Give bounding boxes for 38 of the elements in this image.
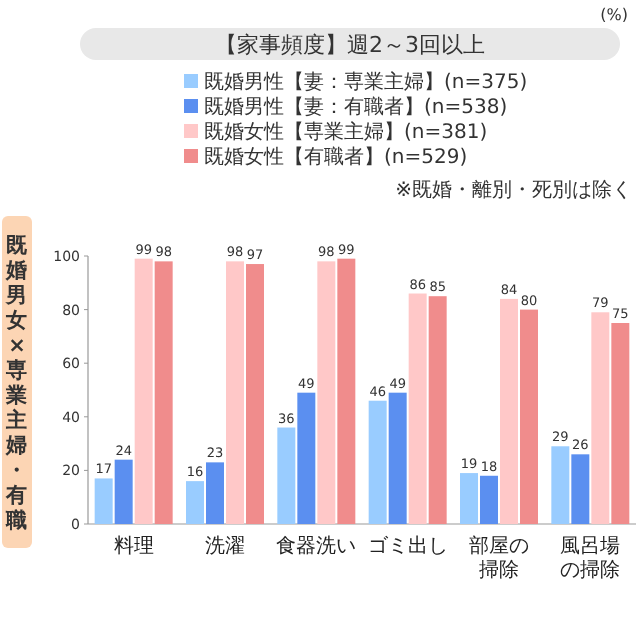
- bar: [246, 264, 264, 524]
- legend-label: 既婚男性【妻：有職者】(n=538): [204, 95, 508, 119]
- x-tick-label: 食器洗い: [276, 534, 357, 558]
- bar: [317, 261, 336, 524]
- bar: [551, 446, 570, 524]
- bar: [388, 392, 407, 524]
- bar: [571, 454, 590, 524]
- bar: [428, 296, 447, 524]
- bar: [206, 462, 224, 524]
- text: ※既婚・離別・死別は除く: [395, 178, 632, 202]
- bar: [134, 258, 153, 524]
- bar: [94, 478, 113, 524]
- bar: [154, 261, 173, 524]
- bar: [337, 258, 356, 524]
- legend-label: 既婚男性【妻：専業主婦】(n=375): [204, 70, 528, 94]
- bar: [520, 309, 538, 524]
- bar: [277, 427, 296, 524]
- legend-label: 既婚女性【有職者】(n=529): [204, 145, 468, 169]
- bar: [297, 392, 316, 524]
- x-tick-label: ゴミ出し: [367, 534, 448, 558]
- bar: [591, 312, 610, 524]
- x-tick-label: 洗濯: [205, 534, 245, 558]
- x-tick-label: 部屋の掃除: [469, 534, 529, 582]
- bar: [368, 400, 387, 524]
- bar: [480, 475, 498, 524]
- bar: [226, 261, 244, 524]
- bar: [114, 459, 133, 524]
- x-tick-label: 料理: [113, 534, 154, 558]
- chart-title: 【家事頻度】週2～3回以上: [215, 32, 485, 58]
- bar: [500, 298, 518, 524]
- legend-label: 既婚女性【専業主婦】(n=381): [204, 120, 488, 144]
- text: (%): [600, 6, 628, 24]
- bar: [408, 293, 427, 524]
- bar: [186, 481, 204, 524]
- x-tick-label: 風呂場の掃除: [560, 534, 621, 582]
- text: 既婚男女×専業主婦・有職: [6, 234, 28, 533]
- bar: [611, 323, 630, 524]
- bar: [460, 473, 478, 524]
